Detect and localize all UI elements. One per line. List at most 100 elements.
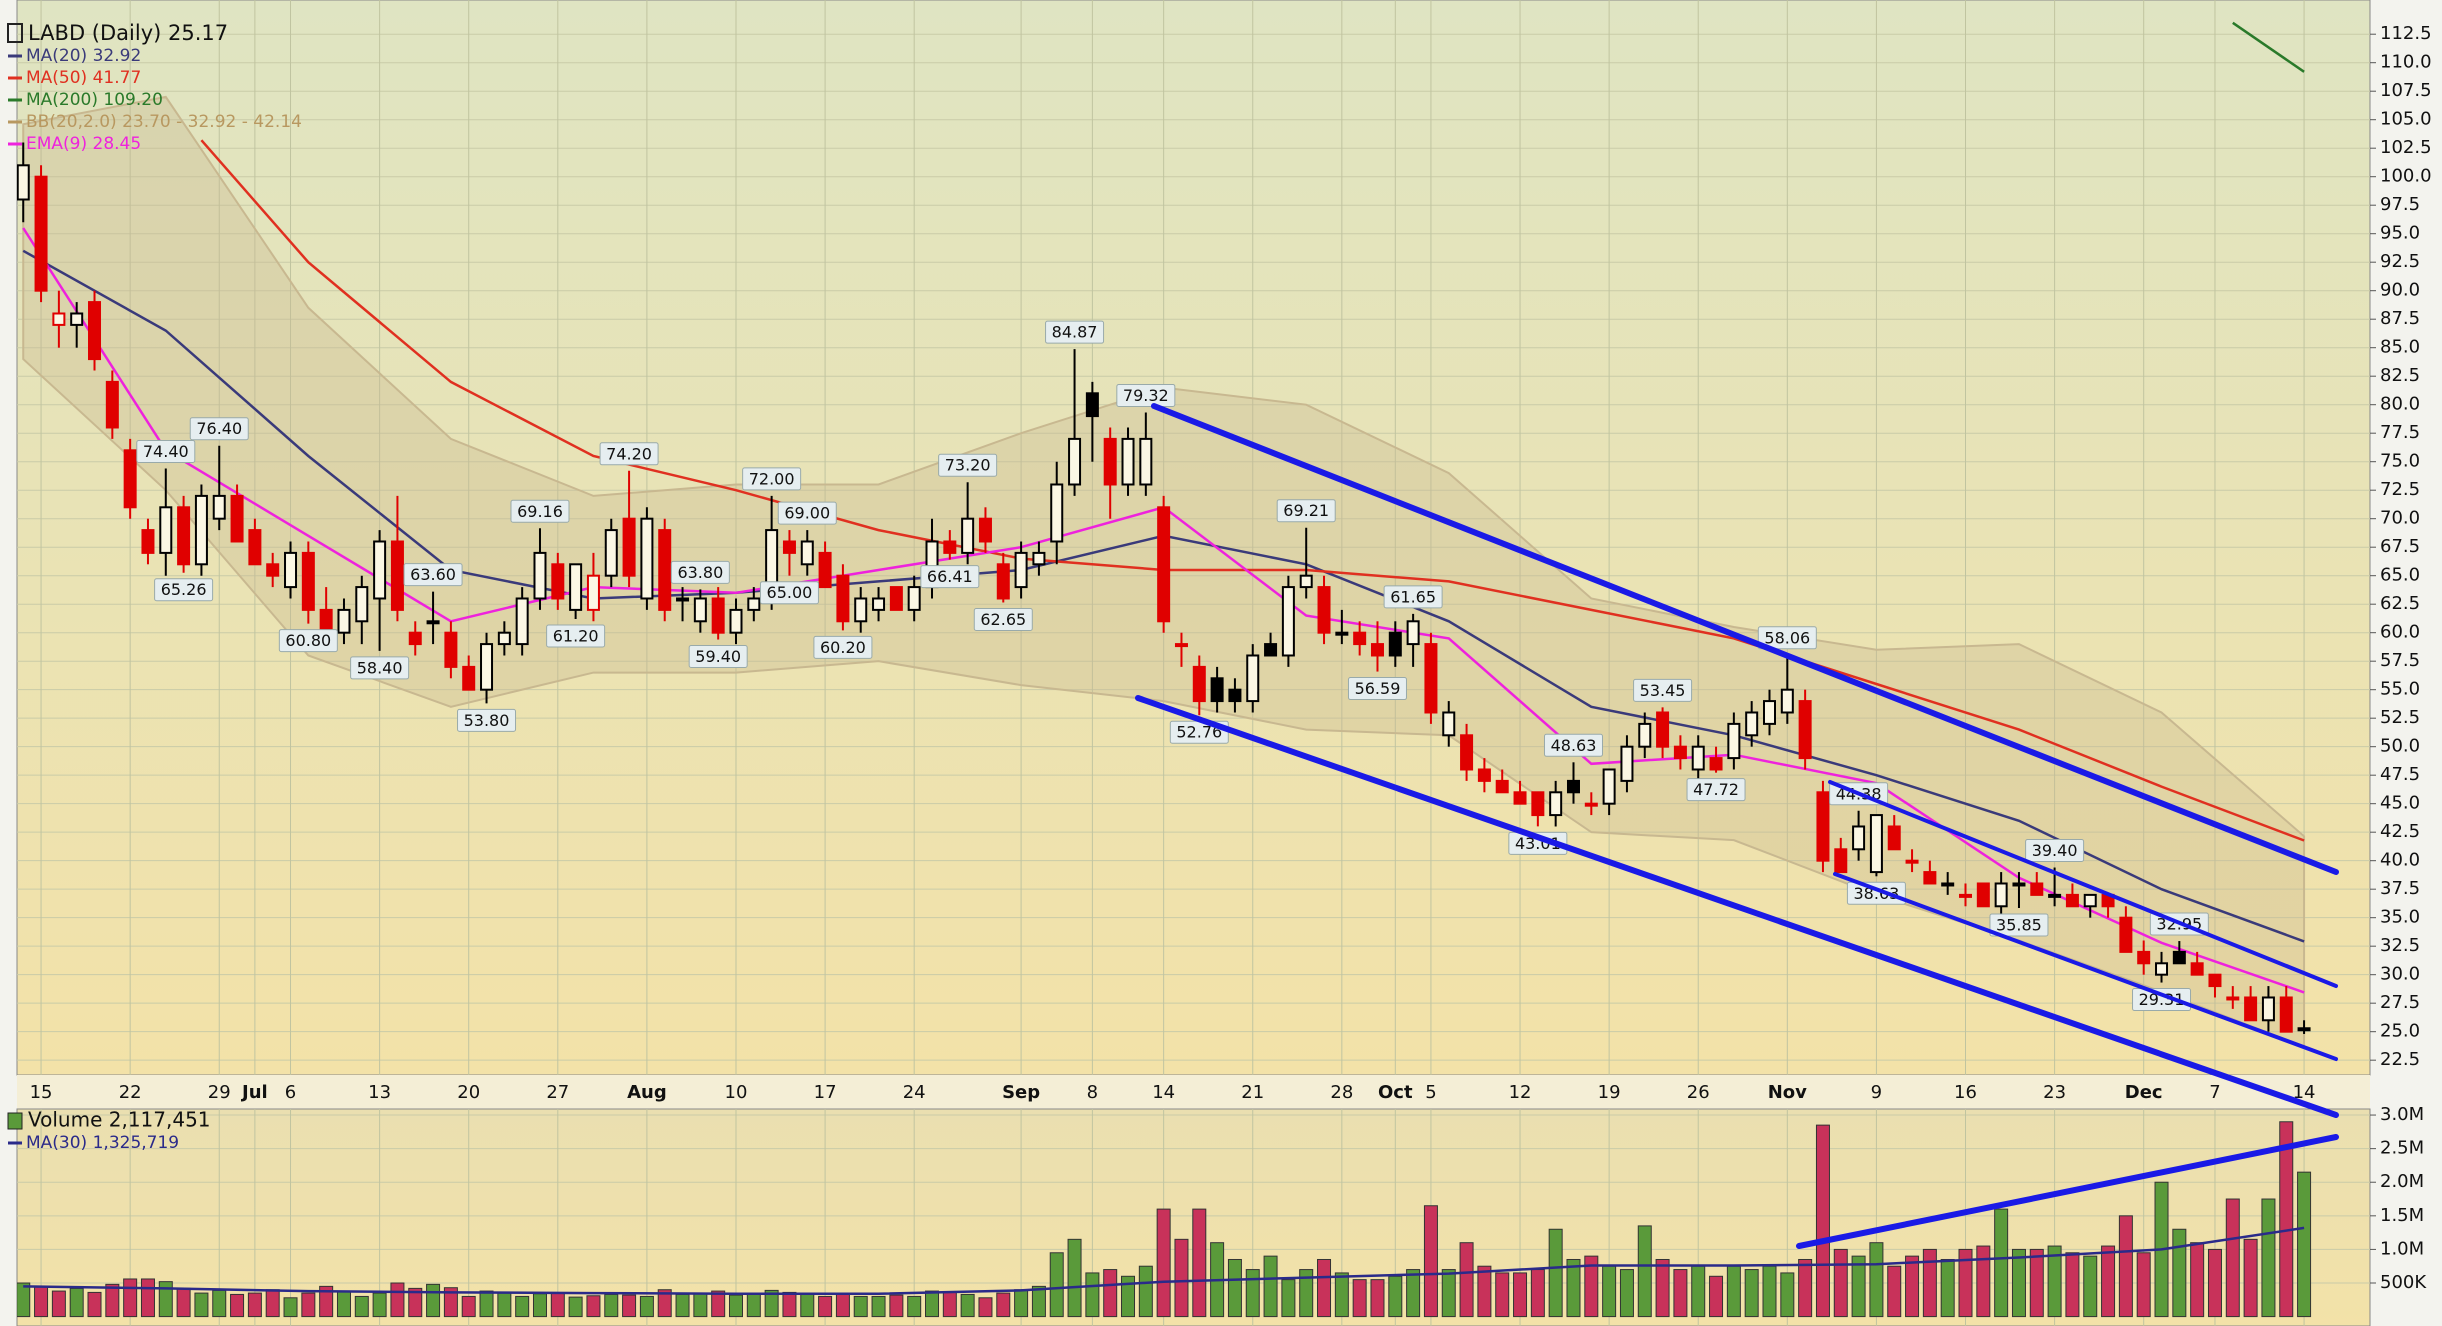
volume-bar: [1459, 1242, 1474, 1318]
candles: [17, 142, 2311, 1034]
candle-body: [943, 540, 957, 554]
annotation-box: [777, 501, 837, 525]
candle-body: [2030, 882, 2044, 896]
candle-body: [2065, 893, 2079, 908]
candle-body: [961, 517, 975, 554]
y-tick-label: 60.0: [2380, 622, 2420, 643]
volume-bar: [247, 1292, 262, 1318]
candle-body: [462, 665, 476, 691]
candle-body: [1691, 745, 1705, 771]
volume-bar: [1833, 1248, 1848, 1318]
candle-body: [872, 597, 886, 611]
annotation-label: 58.06: [1764, 628, 1810, 647]
candle-body: [1923, 871, 1937, 885]
y-tick-label: 80.0: [2380, 394, 2420, 415]
annotation-box: [742, 467, 802, 491]
candle-body: [52, 312, 66, 326]
candle-body: [1246, 654, 1260, 703]
trend-line: [1135, 695, 2339, 1118]
candle-body: [2244, 996, 2258, 1022]
candle-body: [2119, 916, 2133, 953]
volume-bar: [140, 1278, 155, 1318]
annotation-label: 53.80: [464, 711, 510, 730]
candle-body: [426, 620, 440, 625]
y-tick-label: 75.0: [2380, 451, 2420, 472]
ma-line: [23, 1226, 2305, 1296]
x-tick-label: Sep: [1002, 1082, 1040, 1103]
candle-body: [1531, 791, 1545, 817]
y-tick-label: 112.5: [2380, 23, 2432, 44]
y-tick-label: 1.5M: [2380, 1205, 2424, 1226]
candle-body: [1406, 620, 1420, 646]
annotation-box: [1989, 913, 2049, 937]
volume-bar: [1299, 1269, 1314, 1318]
annotation-label: 69.21: [1283, 501, 1329, 520]
volume-bar: [265, 1289, 280, 1318]
candle-body: [1566, 779, 1580, 794]
annotation-box: [189, 417, 249, 441]
candle-body: [1050, 483, 1064, 543]
candle-body: [1638, 722, 1652, 748]
x-tick-label: 26: [1687, 1082, 1710, 1103]
volume-title: Volume 2,117,451: [28, 1108, 211, 1132]
y-tick-label: 90.0: [2380, 280, 2420, 301]
candle-body: [1852, 825, 1866, 851]
candle-body: [1727, 722, 1741, 760]
volume-bar: [675, 1293, 690, 1318]
candle-body: [70, 312, 84, 326]
volume-bar: [693, 1292, 708, 1318]
annotation-box: [546, 624, 606, 648]
candle-body: [1388, 631, 1402, 657]
volume-bar: [1869, 1242, 1884, 1318]
volume-bar: [2190, 1242, 2205, 1318]
candle-body: [1192, 665, 1206, 703]
volume-bar: [800, 1293, 815, 1318]
candle-body: [854, 597, 868, 623]
candle-body: [1620, 745, 1634, 782]
volume-bar: [996, 1292, 1011, 1318]
y-tick-label: 70.0: [2380, 508, 2420, 529]
candle-body: [2190, 962, 2204, 976]
annotation-label: 39.40: [2032, 841, 2078, 860]
x-tick-label: 17: [814, 1082, 837, 1103]
x-tick-label: 27: [546, 1082, 569, 1103]
candle-body: [836, 574, 850, 623]
candle-body: [141, 529, 155, 554]
annotation-label: 65.00: [767, 583, 813, 602]
volume-bar: [1762, 1265, 1777, 1318]
annotation-label: 73.20: [945, 456, 991, 475]
y-tick-label: 107.5: [2380, 80, 2432, 101]
trend-line: [1151, 403, 2339, 875]
volume-bar: [1566, 1258, 1581, 1318]
volume-bar: [301, 1292, 316, 1318]
annotation-box: [2025, 839, 2085, 863]
legend-label: MA(20) 32.92: [26, 46, 141, 66]
volume-bar: [1709, 1275, 1724, 1318]
legend-label: MA(30) 1,325,719: [26, 1133, 179, 1153]
candle-body: [1869, 814, 1883, 874]
y-tick-label: 85.0: [2380, 337, 2420, 358]
volume-bar: [1174, 1238, 1189, 1318]
candle-body: [301, 551, 315, 611]
annotation-box: [350, 656, 410, 680]
volume-bar: [283, 1297, 298, 1318]
volume-bar: [408, 1287, 423, 1318]
candle-body: [284, 551, 298, 589]
candle-body: [1121, 437, 1135, 486]
chart-title: LABD (Daily) 25.17: [28, 21, 228, 45]
annotation-label: 56.59: [1355, 679, 1401, 698]
trend-lines: [1135, 403, 2339, 1249]
volume-bar: [1584, 1255, 1599, 1318]
annotation-box: [920, 565, 980, 589]
x-tick-label: 6: [285, 1082, 296, 1103]
volume-bar: [1388, 1275, 1403, 1318]
legend-label: MA(50) 41.77: [26, 68, 141, 88]
candle-body: [1976, 882, 1990, 908]
annotation-box: [973, 607, 1033, 631]
x-tick-label: 9: [1871, 1082, 1882, 1103]
x-tick-label: 13: [368, 1082, 391, 1103]
candle-body: [355, 586, 369, 623]
candle-body: [1495, 779, 1509, 794]
annotation-label: 72.00: [749, 469, 795, 488]
annotation-box: [403, 563, 463, 587]
